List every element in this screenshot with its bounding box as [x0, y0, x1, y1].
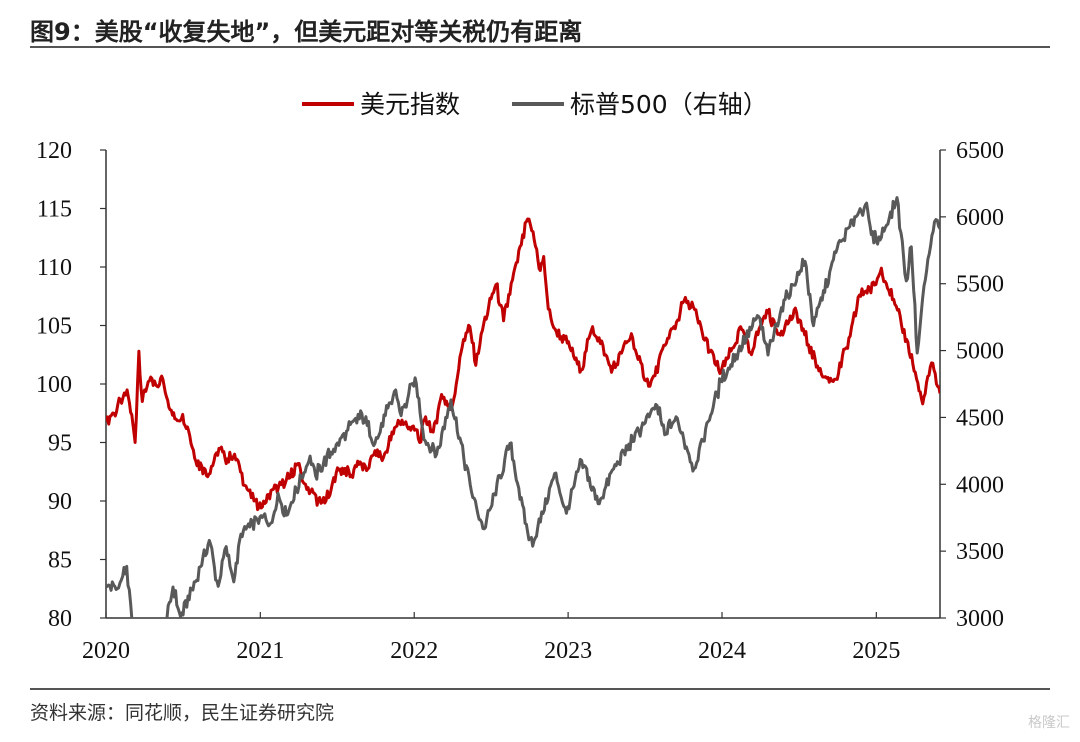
right-tick-label: 4500: [956, 405, 1004, 431]
left-tick-label: 120: [36, 138, 72, 164]
x-tick-label: 2020: [82, 638, 130, 664]
x-tick-label: 2024: [698, 638, 746, 664]
left-tick-label: 100: [36, 372, 72, 398]
right-tick-label: 6000: [956, 205, 1004, 231]
x-tick-label: 2025: [852, 638, 900, 664]
series-layer: [106, 196, 940, 618]
left-tick-label: 110: [37, 255, 72, 281]
x-tick-label: 2022: [390, 638, 438, 664]
sp500-line: [106, 196, 940, 618]
top-rule: [30, 46, 1050, 48]
left-tick-label: 85: [48, 548, 72, 574]
figure-title: 图9：美股“收复失地”，但美元距对等关税仍有距离: [30, 18, 583, 46]
bottom-rule: [30, 688, 1050, 690]
left-tick-label: 105: [36, 314, 72, 340]
legend-label-sp500: 标普500（右轴）: [570, 90, 768, 119]
left-tick-label: 95: [48, 431, 72, 457]
watermark: 格隆汇: [1028, 715, 1070, 731]
source-note: 资料来源：同花顺，民生证券研究院: [30, 702, 335, 724]
x-tick-label: 2023: [544, 638, 592, 664]
left-tick-label: 80: [48, 606, 72, 632]
left-tick-label: 90: [48, 489, 72, 515]
legend-label-dollar-index: 美元指数: [360, 90, 460, 119]
dollar-index-line: [106, 217, 940, 512]
x-tick-label: 2021: [236, 638, 284, 664]
right-tick-label: 5500: [956, 272, 1004, 298]
right-tick-label: 4000: [956, 472, 1004, 498]
right-tick-label: 5000: [956, 339, 1004, 365]
right-tick-label: 3500: [956, 539, 1004, 565]
left-tick-label: 115: [37, 197, 72, 223]
axes: 80 85 90 95 100 105 110 115 120 3000 3500 4000 4500 5…: [36, 138, 1004, 664]
right-tick-label: 6500: [956, 138, 1004, 164]
right-tick-label: 3000: [956, 606, 1004, 632]
legend: 美元指数 标普500（右轴）: [302, 90, 768, 119]
